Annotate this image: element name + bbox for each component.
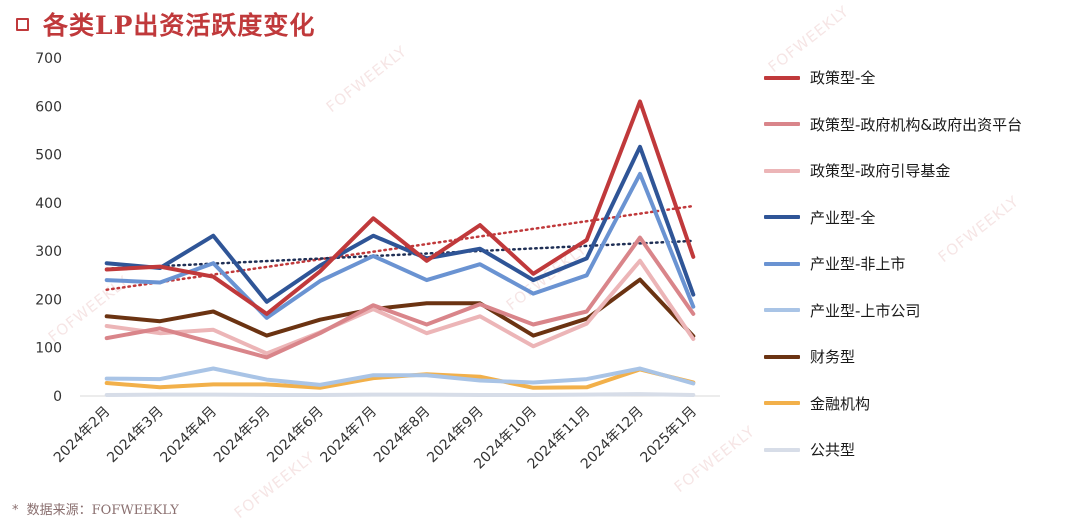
title-square-icon <box>16 17 29 31</box>
footnote-star: * <box>12 503 19 518</box>
x-tick-label: 2024年3月 <box>104 404 167 467</box>
series-line <box>104 366 696 387</box>
legend-swatch <box>764 308 800 312</box>
legend-swatch <box>764 122 800 126</box>
legend-label: 政策型-全 <box>810 69 876 87</box>
x-tick-label: 2024年5月 <box>211 404 274 467</box>
legend-label: 政策型-政府引导基金 <box>810 162 951 180</box>
legend-label: 政策型-政府机构&政府出资平台 <box>810 115 1023 134</box>
legend-label: 财务型 <box>810 348 856 366</box>
series-line <box>104 99 696 316</box>
series-line <box>104 144 696 304</box>
x-tick-label: 2024年2月 <box>51 404 114 467</box>
legend-swatch <box>764 261 800 266</box>
footnote: * 数据来源：FOFWEEKLY <box>12 499 179 518</box>
series-line <box>104 258 696 356</box>
x-tick-label: 2024年8月 <box>371 404 434 467</box>
trendline <box>105 239 695 270</box>
chart-legend: 政策型-全政策型-政府机构&政府出资平台 政策型-政府引导基金 产业型-全产业型-非… <box>764 66 1080 485</box>
series-line <box>104 171 696 320</box>
y-tick-label: 300 <box>35 244 62 260</box>
line-chart: 01002003004005006007002024年2月2024年3月2024… <box>35 51 720 472</box>
x-tick-label: 2025年1月 <box>638 404 701 467</box>
y-tick-label: 100 <box>35 341 62 357</box>
y-tick-label: 700 <box>35 51 62 67</box>
x-tick-label: 2024年4月 <box>158 404 221 467</box>
legend-item: 政策型-政府引导基金 <box>764 159 1080 182</box>
legend-swatch <box>764 447 800 452</box>
legend-label: 产业型-上市公司 <box>810 301 921 320</box>
y-tick-label: 0 <box>53 389 62 405</box>
legend-item: 政策型-全 <box>764 66 1080 89</box>
y-tick-label: 600 <box>35 99 62 115</box>
legend-label: 金融机构 <box>810 394 871 413</box>
legend-item: 产业型-非上市 <box>764 252 1080 275</box>
legend-swatch <box>764 401 800 405</box>
series-line <box>104 392 696 397</box>
legend-swatch <box>764 75 800 80</box>
legend-swatch <box>764 215 800 219</box>
y-tick-label: 200 <box>35 292 62 308</box>
x-tick-label: 2024年6月 <box>264 404 327 467</box>
legend-item: 金融机构 <box>764 392 1080 415</box>
series-line <box>104 235 696 360</box>
footnote-source: 数据来源：FOFWEEKLY <box>26 503 179 518</box>
legend-item: 政策型-政府机构&政府出资平台 <box>764 113 1080 136</box>
y-tick-label: 500 <box>35 148 62 164</box>
chart-title-row: 各类LP出资活跃度变化 <box>16 6 315 42</box>
legend-swatch <box>764 354 800 359</box>
legend-item: 产业型-上市公司 <box>764 299 1080 322</box>
chart-title: 各类LP出资活跃度变化 <box>43 11 316 40</box>
legend-label: 产业型-全 <box>810 208 876 227</box>
legend-label: 公共型 <box>810 441 856 459</box>
legend-item: 产业型-全 <box>764 206 1080 229</box>
legend-item: 财务型 <box>764 345 1080 368</box>
x-tick-label: 2024年7月 <box>318 404 381 467</box>
y-tick-label: 400 <box>35 196 62 212</box>
legend-item: 公共型 <box>764 438 1080 461</box>
watermark: FOFWEEKLY <box>764 1 853 77</box>
legend-swatch <box>764 168 800 173</box>
legend-label: 产业型-非上市 <box>810 255 906 273</box>
